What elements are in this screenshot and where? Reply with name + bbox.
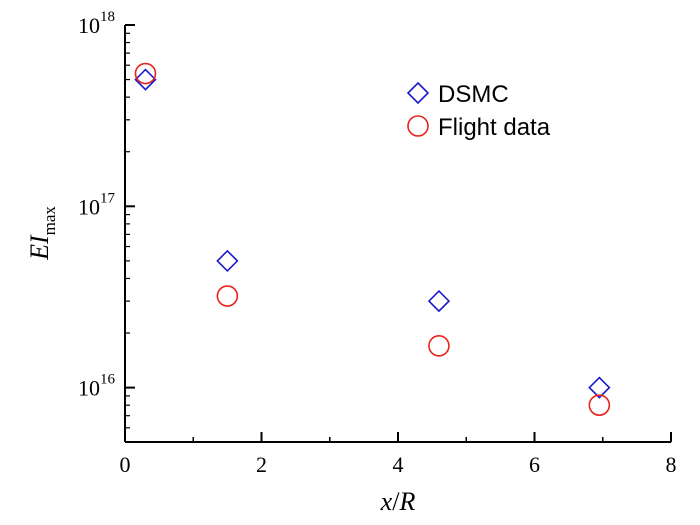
x-axis-title-a: x [380,487,393,516]
flight-data-point [588,394,611,416]
x-axis-title: x/R [380,487,416,516]
legend-label-dsmc: DSMC [438,81,509,108]
legend-diamond-marker [406,81,430,105]
x-tick-label: 0 [120,452,131,477]
dsmc-point [427,289,451,313]
flight-data-point [216,285,239,307]
y-tick-label: 1016 [78,372,116,401]
dsmc-point [216,249,239,273]
dsmc-point [588,376,611,399]
x-tick-label: 6 [529,452,540,477]
y-axis-title-main: EI [25,234,54,261]
x-tick-label: 4 [393,452,404,477]
legend: DSMC Flight data [406,81,551,141]
flight-data-point [428,335,450,357]
x-tick-label: 8 [666,452,677,477]
legend-label-flight-data: Flight data [438,114,551,141]
x-axis-title-b: R [398,487,415,516]
y-tick-label: 1018 [78,9,115,38]
y-axis-title-sub: max [40,206,59,236]
dsmc-point [134,68,157,91]
y-tick-label: 1017 [78,190,116,219]
flight-data-point [134,62,157,85]
y-axis-title: EImax [25,206,59,261]
x-tick-label: 2 [256,452,267,477]
x-axis-title-slash: / [392,487,400,516]
legend-circle-marker [407,115,429,137]
